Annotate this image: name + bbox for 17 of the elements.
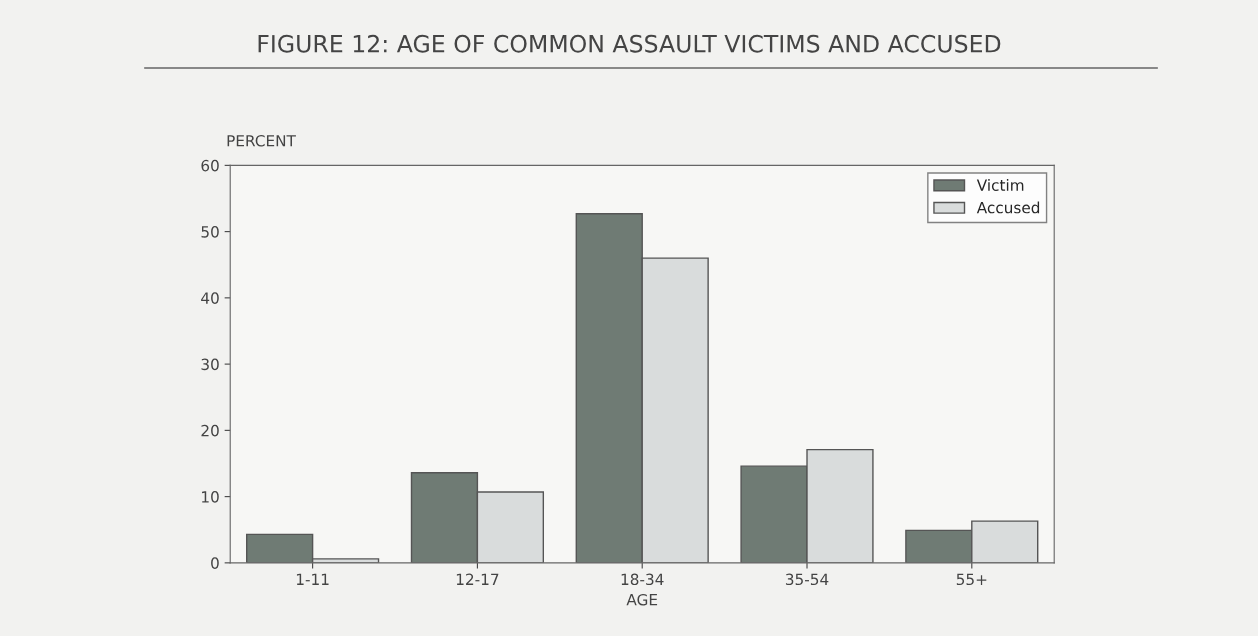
y-tick-label: 40 — [201, 292, 219, 304]
chart-title: FIGURE 12: AGE OF COMMON ASSAULT VICTIMS AND ACCUSED — [258, 34, 1001, 53]
x-tick-label: 1-11 — [296, 573, 329, 585]
y-axis-title: PERCENT — [227, 134, 296, 147]
x-tick-label: 12-17 — [456, 573, 499, 585]
legend-label: Victim — [976, 179, 1024, 191]
y-tick-label: 50 — [201, 226, 219, 238]
y-tick-label: 0 — [211, 557, 219, 569]
y-tick-label: 20 — [201, 424, 219, 437]
y-tick-label: 60 — [201, 159, 219, 172]
x-tick-label: 55+ — [956, 573, 987, 586]
x-tick-label: 35-54 — [785, 573, 829, 586]
x-axis-title: AGE — [626, 593, 658, 606]
legend-label: Accused — [976, 201, 1040, 214]
y-tick-label: 10 — [202, 491, 219, 503]
y-tick-label: 30 — [201, 358, 219, 371]
x-tick-label: 18-34 — [621, 573, 664, 586]
